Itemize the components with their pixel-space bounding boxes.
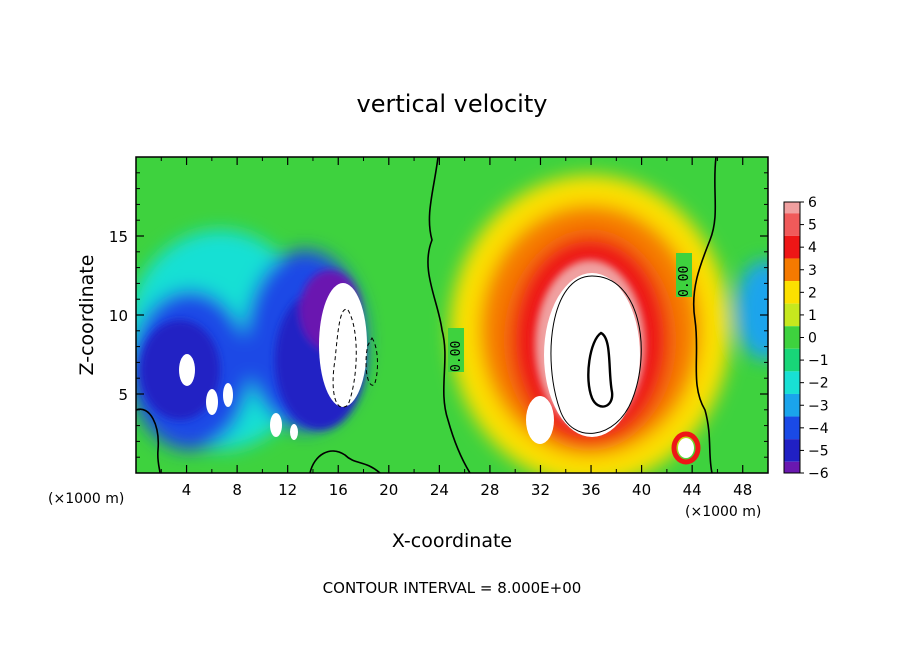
heatmap-field: 0.00 0.00 — [136, 157, 768, 473]
y-axis: 5 10 15 — [109, 172, 768, 458]
white-core-updraft-mid — [319, 283, 367, 407]
colorbar-swatch — [784, 326, 800, 349]
colorbar-label: −6 — [808, 466, 829, 482]
contour-updraft-8 — [550, 275, 642, 434]
x-unit-note: (×1000 m) — [48, 491, 124, 507]
x-unit-note-right: (×1000 m) — [685, 504, 761, 520]
colorbar-label: 1 — [808, 308, 817, 324]
small-updraft-ring — [671, 431, 701, 465]
colorbar-label: −3 — [808, 398, 829, 414]
y-tick-label: 5 — [118, 386, 128, 404]
contour-downdraft-dashed-2 — [365, 337, 378, 386]
colorbar-swatch — [784, 281, 800, 304]
x-axis-label: X-coordinate — [392, 530, 512, 552]
colorbar-label: −4 — [808, 421, 829, 437]
y-tick-label: 15 — [109, 228, 128, 246]
contour-label-bg-1 — [448, 328, 464, 372]
x-tick-label: 28 — [480, 481, 499, 499]
colorbar: 6 5 4 3 2 1 0 −1 −2 −3 −4 −5 −6 — [783, 195, 829, 482]
x-tick-label: 40 — [632, 481, 651, 499]
y-tick-label: 10 — [109, 307, 128, 325]
colorbar-swatch — [784, 393, 800, 417]
field-neg-right — [735, 260, 768, 360]
white-core-left-4 — [270, 413, 282, 437]
contour-label-bg-2 — [676, 253, 692, 297]
colorbar-label: 0 — [808, 331, 817, 347]
white-core-left-5 — [290, 424, 298, 440]
x-tick-label: 12 — [278, 481, 297, 499]
white-core-low-updraft — [526, 396, 554, 444]
x-tick-label: 48 — [733, 481, 752, 499]
colorbar-label: 3 — [808, 263, 817, 279]
colorbar-label: 2 — [808, 285, 817, 301]
zero-contour-left — [427, 157, 471, 473]
white-core-left-1 — [179, 354, 195, 386]
x-tick-label: 44 — [683, 481, 702, 499]
colorbar-swatch — [784, 371, 800, 394]
white-core-updraft-main — [544, 273, 640, 437]
chart-title: vertical velocity — [357, 90, 548, 118]
colorbar-swatch — [784, 258, 800, 282]
colorbar-swatch — [784, 202, 800, 214]
zero-contour-bottom — [309, 450, 381, 473]
zero-contour-right — [692, 157, 717, 473]
contour-updraft-16 — [587, 331, 614, 408]
x-tick-label: 24 — [430, 481, 449, 499]
contour-label-2: 0.00 — [677, 266, 692, 297]
colorbar-swatch — [784, 213, 800, 236]
contour-interval-footer: CONTOUR INTERVAL = 8.000E+00 — [323, 579, 582, 597]
contour-lines — [136, 157, 717, 473]
contour-downdraft-dashed — [332, 308, 357, 408]
colorbar-swatch — [784, 416, 800, 440]
x-tick-label: 4 — [182, 481, 192, 499]
colorbar-label: 5 — [808, 218, 817, 234]
x-tick-label: 16 — [329, 481, 348, 499]
colorbar-label: −1 — [808, 353, 829, 369]
x-tick-label: 8 — [232, 481, 242, 499]
x-tick-label: 36 — [581, 481, 600, 499]
x-axis: 4 8 12 16 20 24 28 32 36 40 44 48 — [160, 157, 752, 499]
contour-label-1: 0.00 — [449, 341, 464, 372]
colorbar-swatch — [784, 303, 800, 327]
white-core-left-2 — [206, 389, 218, 415]
colorbar-swatch — [784, 461, 800, 473]
colorbar-swatch — [784, 348, 800, 372]
colorbar-label: −2 — [808, 376, 829, 392]
colorbar-label: −5 — [808, 443, 829, 459]
x-tick-label: 32 — [531, 481, 550, 499]
white-core-small — [678, 438, 694, 458]
zero-contour-lower-left — [136, 408, 161, 473]
y-axis-label: Z-coordinate — [76, 255, 98, 376]
white-core-left-3 — [223, 383, 233, 407]
colorbar-label: 4 — [808, 240, 817, 256]
colorbar-swatch — [784, 235, 800, 259]
colorbar-swatch — [784, 439, 800, 462]
x-tick-label: 20 — [379, 481, 398, 499]
colorbar-label: 6 — [808, 195, 817, 211]
